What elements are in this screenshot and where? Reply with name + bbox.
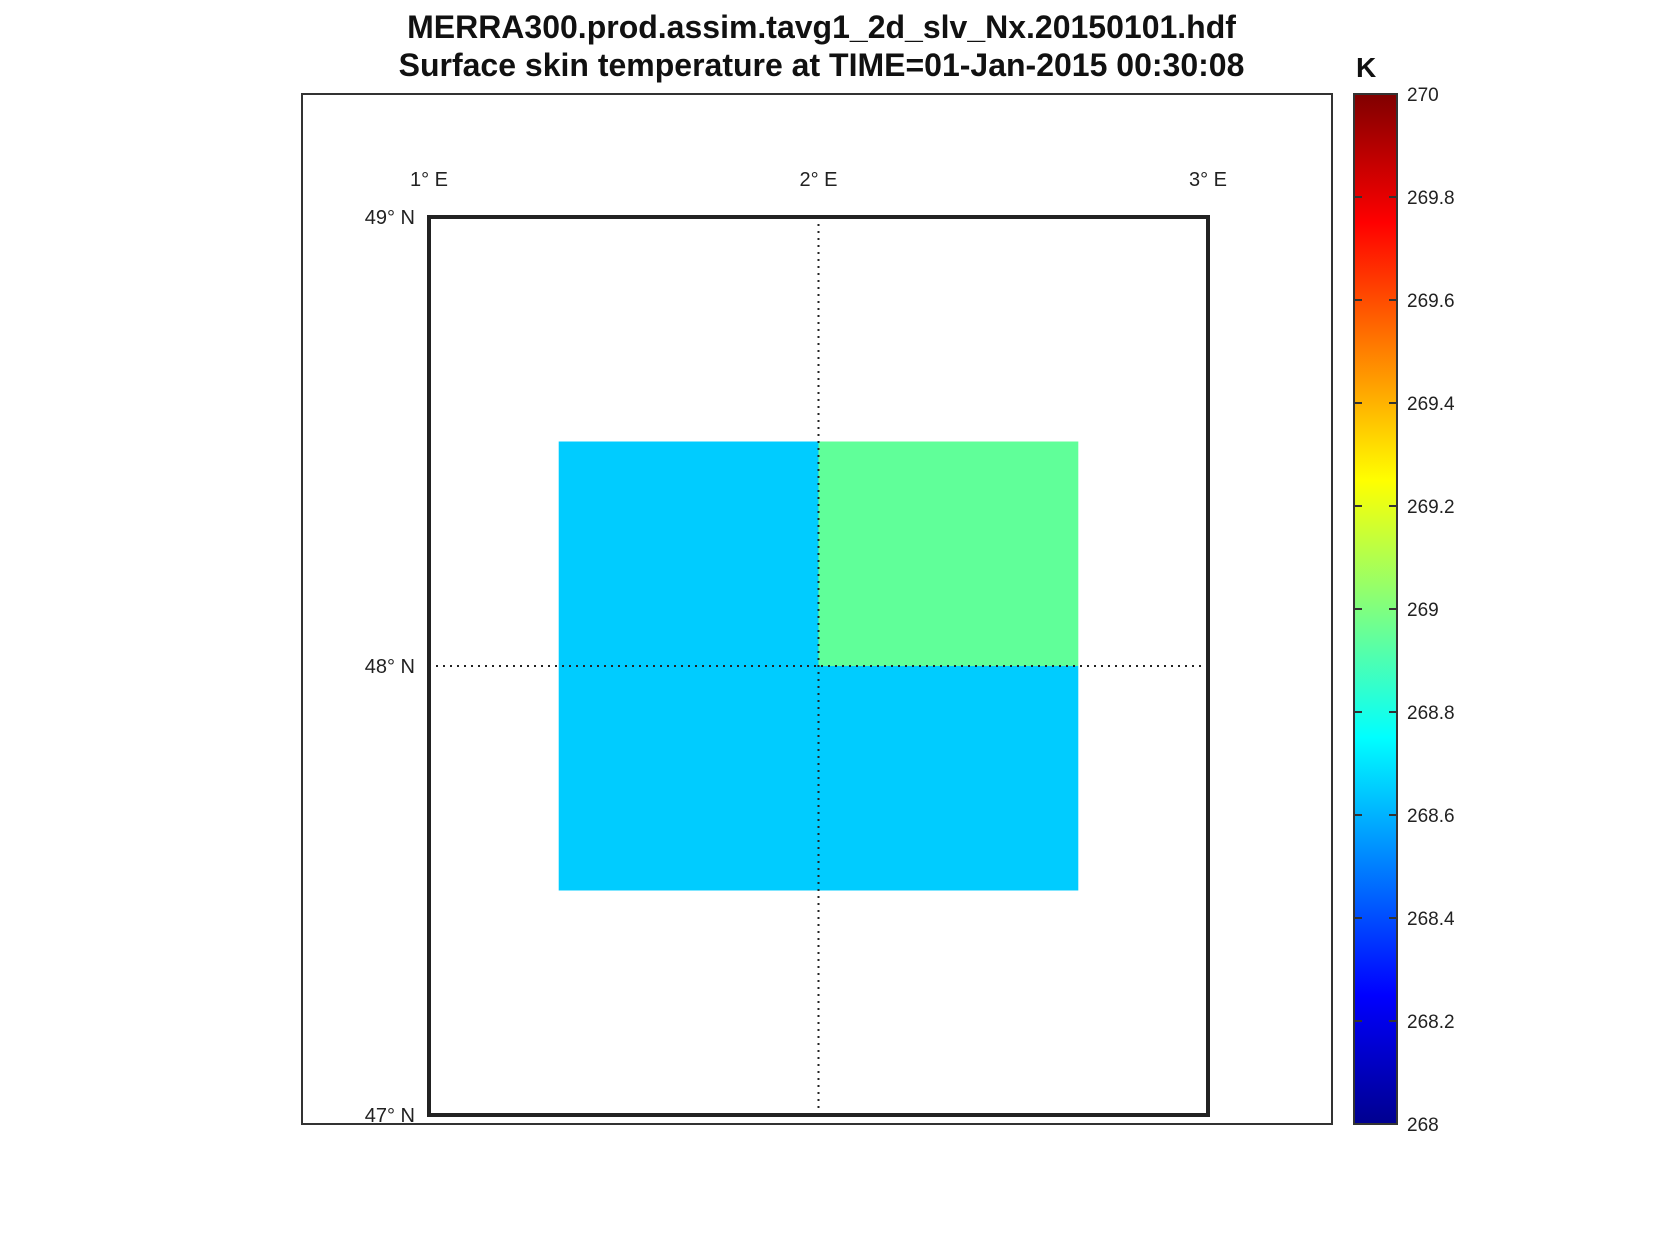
lon-label: 2° E <box>799 169 837 191</box>
colorbar-tick-label: 269.6 <box>1407 291 1455 312</box>
colorbar-tick-label: 269.8 <box>1407 188 1455 209</box>
figure-title-line1: MERRA300.prod.assim.tavg1_2d_slv_Nx.2015… <box>407 9 1236 45</box>
colorbar-ticks: 270 269.8 269.6 269.4 269.2 269 268.8 268.6 268.… <box>1354 85 1455 1136</box>
colorbar-tick-label: 268.4 <box>1407 909 1455 930</box>
lat-label: 47° N <box>365 1105 415 1127</box>
lon-label: 1° E <box>410 169 448 191</box>
colorbar-tick-label: 268 <box>1407 1115 1439 1136</box>
lon-label: 3° E <box>1189 169 1227 191</box>
colorbar-tick-label: 269.2 <box>1407 497 1455 518</box>
figure-title-line2: Surface skin temperature at TIME=01-Jan-… <box>398 47 1245 83</box>
map-frame <box>427 215 1210 1117</box>
axes-frame <box>301 93 1333 1125</box>
colorbar-tick-label: 268.8 <box>1407 703 1455 724</box>
heatmap-cells <box>558 441 1079 891</box>
colorbar-tick-label: 270 <box>1407 85 1439 106</box>
colorbar-tick-label: 269.4 <box>1407 394 1455 415</box>
map-labels: 1° E 2° E 3° E 49° N 48° N 47° N <box>365 169 1227 1127</box>
colorbar-tick-label: 269 <box>1407 600 1439 621</box>
colorbar-unit-label: K <box>1356 52 1377 83</box>
heatmap-cell-1 <box>558 441 819 666</box>
lat-label: 49° N <box>365 207 415 229</box>
heatmap-cell-2 <box>818 441 1079 666</box>
heatmap-cell-4 <box>818 666 1079 891</box>
lat-label: 48° N <box>365 656 415 678</box>
colorbar-tick-label: 268.2 <box>1407 1012 1455 1033</box>
heatmap-cell-3 <box>558 666 819 891</box>
graticule <box>429 217 1208 1115</box>
colorbar-tick-label: 268.6 <box>1407 806 1455 827</box>
